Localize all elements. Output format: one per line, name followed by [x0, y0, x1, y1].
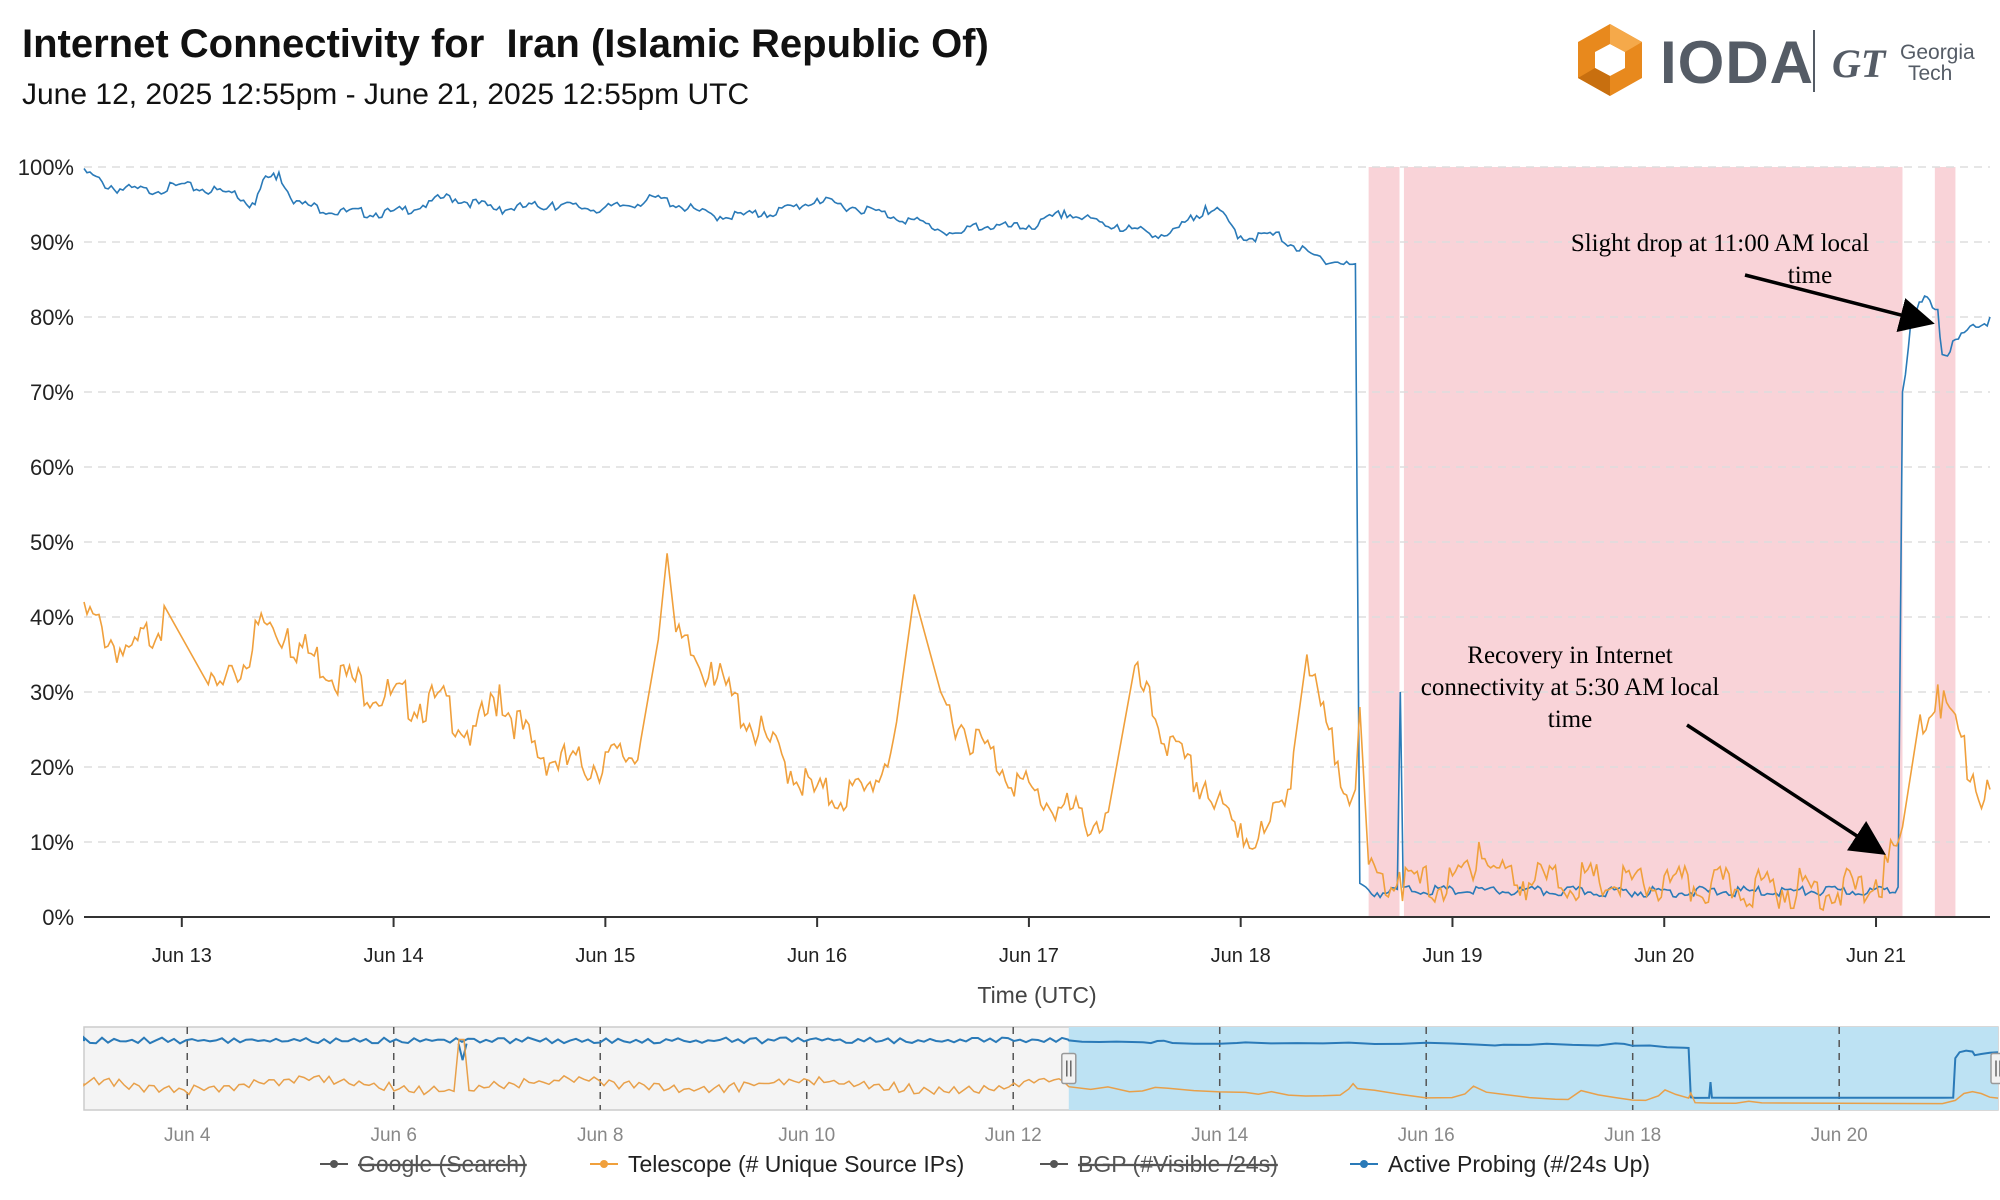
- navigator-tick-label: Jun 6: [370, 1125, 416, 1146]
- y-tick-label: 0%: [42, 905, 74, 930]
- navigator-tick-label: Jun 16: [1398, 1125, 1455, 1146]
- annotation-arrows: [1686, 273, 1935, 855]
- annotation-recovery: Recovery in Internet connectivity at 5:3…: [1400, 640, 1740, 736]
- annotation-line: Slight drop at 11:00 AM local: [1570, 230, 1870, 257]
- annotation-line: connectivity at 5:30 AM local: [1420, 674, 1720, 701]
- series-line-active-probing: [83, 168, 1991, 899]
- x-tick-label: Jun 21: [1846, 945, 1906, 967]
- x-tick-label: Jun 13: [152, 945, 212, 967]
- georgia-tech-line1: Georgia: [1900, 41, 1975, 64]
- georgia-tech-label: Georgia Tech: [1900, 42, 1975, 84]
- x-tick-label: Jun 16: [787, 945, 847, 967]
- y-tick-label: 80%: [30, 305, 74, 330]
- x-axis-label: Time (UTC): [977, 982, 1096, 1008]
- y-tick-label: 70%: [30, 380, 74, 405]
- ioda-logo-text: IODA: [1660, 29, 1814, 96]
- ioda-hexagon-icon: [1578, 24, 1642, 96]
- navigator-tick-label: Jun 18: [1604, 1125, 1661, 1146]
- legend-label: Telescope (# Unique Source IPs): [628, 1151, 964, 1177]
- x-tick-label: Jun 17: [999, 945, 1059, 967]
- outage-period: [1934, 167, 1956, 917]
- navigator-tick-label: Jun 12: [985, 1125, 1042, 1146]
- page-title: Internet Connectivity for Iran (Islamic …: [22, 22, 989, 66]
- legend-marker-icon: [1050, 1160, 1058, 1168]
- legend-item[interactable]: BGP (#Visible /24s): [1040, 1151, 1278, 1177]
- y-tick-label: 20%: [30, 755, 74, 780]
- y-tick-label: 50%: [30, 530, 74, 555]
- x-tick-label: Jun 14: [364, 945, 424, 967]
- grid-lines: [84, 166, 1990, 843]
- y-tick-label: 30%: [30, 680, 74, 705]
- navigator-tick-label: Jun 14: [1191, 1125, 1248, 1146]
- navigator-selected-range[interactable]: [1068, 1027, 1998, 1110]
- legend-marker-icon: [1360, 1160, 1368, 1168]
- legend-label: Active Probing (#/24s Up): [1388, 1151, 1650, 1177]
- navigator-tick-label: Jun 4: [164, 1125, 211, 1146]
- series-line-telescope: [83, 553, 1991, 912]
- annotation-line: Recovery in Internet: [1467, 642, 1673, 669]
- y-tick-label: 40%: [30, 605, 74, 630]
- navigator-handle-left[interactable]: [1061, 1052, 1077, 1085]
- y-tick-label: 60%: [30, 455, 74, 480]
- legend-item[interactable]: Google (Search): [320, 1151, 527, 1177]
- annotation-slight-drop: Slight drop at 11:00 AM local time: [1510, 228, 1930, 292]
- x-tick-label: Jun 18: [1211, 945, 1271, 967]
- navigator-line-active-probing: [83, 1035, 1999, 1099]
- georgia-tech-mark: GT: [1832, 41, 1886, 86]
- series-lines: [83, 168, 1991, 912]
- y-tick-label: 90%: [30, 230, 74, 255]
- y-tick-label: 100%: [18, 155, 74, 180]
- navigator-tick-label: Jun 10: [778, 1125, 835, 1146]
- date-range-subtitle: June 12, 2025 12:55pm - June 21, 2025 12…: [22, 78, 750, 111]
- annotation-arrow-drop: [1744, 273, 1935, 332]
- annotation-arrow-recovery: [1686, 723, 1886, 855]
- navigator-tick-label: Jun 20: [1811, 1125, 1868, 1146]
- ioda-logo: IODA GT Georgia Tech: [1570, 20, 1990, 100]
- annotation-line: time: [1787, 262, 1833, 289]
- annotation-line: time: [1547, 706, 1593, 733]
- navigator-tick-label: Jun 8: [577, 1125, 623, 1146]
- legend: Google (Search) Telescope (# Unique Sourc…: [320, 1151, 1650, 1177]
- legend-item[interactable]: Active Probing (#/24s Up): [1350, 1151, 1650, 1177]
- navigator-line-telescope: [83, 1038, 1999, 1105]
- legend-label: Google (Search): [358, 1151, 527, 1177]
- y-axis-ticks: 0% 10% 20% 30% 40% 50% 60% 70% 80% 90% 100%: [18, 155, 74, 930]
- x-axis-ticks: Jun 13 Jun 14 Jun 15 Jun 16 Jun 17 Jun 18 Jun …: [152, 917, 1906, 967]
- legend-marker-icon: [600, 1160, 608, 1168]
- legend-label: BGP (#Visible /24s): [1078, 1151, 1278, 1177]
- x-tick-label: Jun 15: [575, 945, 635, 967]
- range-navigator: Jun 4 Jun 6 Jun 8 Jun 10 Jun 12 Jun 14 Jun 16 J…: [83, 1026, 2000, 1146]
- legend-item[interactable]: Telescope (# Unique Source IPs): [590, 1151, 964, 1177]
- x-tick-label: Jun 20: [1634, 945, 1694, 967]
- georgia-tech-line2: Tech: [1908, 62, 1953, 85]
- y-tick-label: 10%: [30, 830, 74, 855]
- legend-marker-icon: [330, 1160, 338, 1168]
- logo-divider: [1813, 30, 1815, 92]
- x-tick-label: Jun 19: [1422, 945, 1482, 967]
